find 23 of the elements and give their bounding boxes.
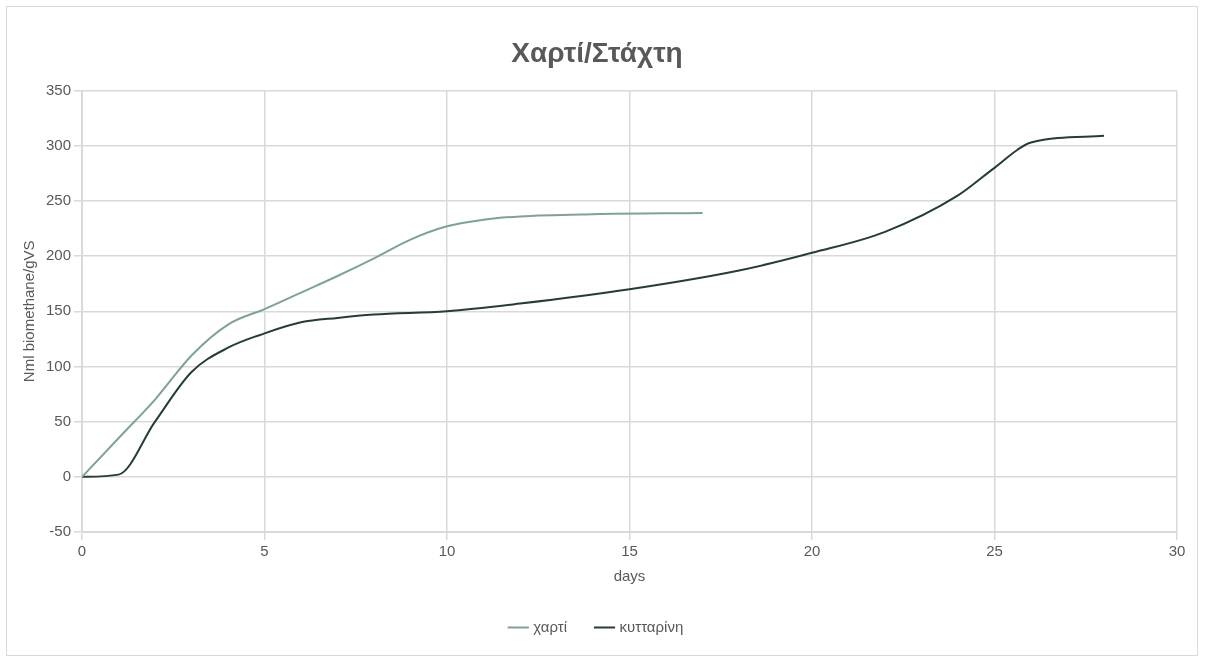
x-axis-title: days xyxy=(613,567,646,585)
line-series xyxy=(82,134,1105,478)
x-tick-label: 0 xyxy=(77,542,87,560)
x-tick-label: 25 xyxy=(986,542,1003,560)
x-tick-label: 30 xyxy=(1168,542,1186,560)
x-tick-label: 20 xyxy=(803,542,821,560)
y-axis-title: Nml biomethane/gVS xyxy=(20,240,38,383)
line-series xyxy=(82,212,704,478)
y-tick-label: 50 xyxy=(54,411,72,429)
y-tick-label: 200 xyxy=(46,246,72,264)
y-tick-label: 150 xyxy=(46,301,72,319)
y-tick-label: 300 xyxy=(46,135,72,153)
y-tick-label: 100 xyxy=(46,356,72,374)
y-tick-label: 0 xyxy=(62,466,72,484)
chart-title: Χαρτί/Στάχτη xyxy=(511,36,683,68)
x-tick-label: 10 xyxy=(438,542,456,560)
y-tick-label: 250 xyxy=(46,191,72,209)
legend-label: κυτταρίνη xyxy=(619,617,684,635)
x-tick-label: 15 xyxy=(621,542,638,560)
legend-label: χαρτί xyxy=(533,617,568,635)
y-tick-label: -50 xyxy=(49,522,72,540)
y-tick-label: 350 xyxy=(46,80,72,98)
x-tick-label: 5 xyxy=(260,542,269,560)
